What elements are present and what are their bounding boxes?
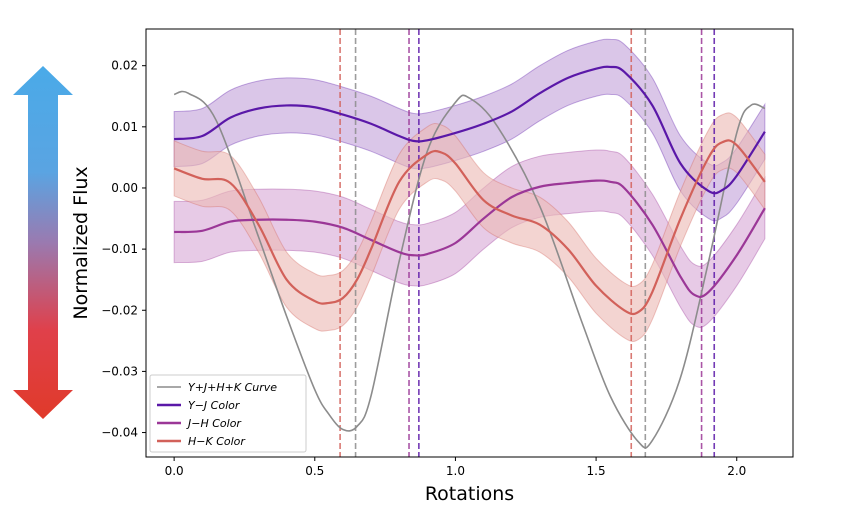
plot-frame bbox=[145, 28, 794, 458]
y-tick-label: 0.01 bbox=[111, 120, 138, 134]
series-line-h-k-color bbox=[173, 139, 766, 316]
x-tick-label: 1.5 bbox=[587, 464, 606, 478]
x-tick-label: 0.0 bbox=[165, 464, 184, 478]
y-axis-label: Normalized Flux bbox=[70, 166, 92, 319]
series-line-y-j-color bbox=[174, 65, 766, 195]
legend: Y+J+H+K Curve Y−J Color J−H Color H−K Color bbox=[149, 374, 307, 453]
y-tick-label: −0.02 bbox=[101, 303, 138, 317]
x-tick-label: 2.0 bbox=[727, 464, 746, 478]
y-tick-label: −0.04 bbox=[101, 426, 138, 440]
y-tick-label: −0.01 bbox=[101, 242, 138, 256]
series-line-y-j-h-k-curve bbox=[173, 90, 766, 449]
legend-label-h-k-color: H−K Color bbox=[188, 435, 246, 448]
x-axis-label: Rotations bbox=[425, 483, 514, 505]
y-tick-label: −0.03 bbox=[101, 364, 138, 378]
legend-label-y-j-color: Y−J Color bbox=[188, 399, 241, 412]
x-tick-label: 0.5 bbox=[305, 464, 324, 478]
x-tick-label: 1.0 bbox=[446, 464, 465, 478]
legend-box bbox=[149, 374, 307, 453]
y-tick-label: 0.00 bbox=[111, 181, 138, 195]
flux-direction-arrow bbox=[13, 66, 73, 419]
band-j-h-color bbox=[173, 149, 766, 328]
series-line-j-h-color bbox=[174, 179, 766, 298]
legend-label-y-j-h-k-curve: Y+J+H+K Curve bbox=[188, 381, 277, 394]
legend-label-j-h-color: J−H Color bbox=[186, 417, 242, 430]
y-tick-label: 0.02 bbox=[111, 59, 138, 73]
